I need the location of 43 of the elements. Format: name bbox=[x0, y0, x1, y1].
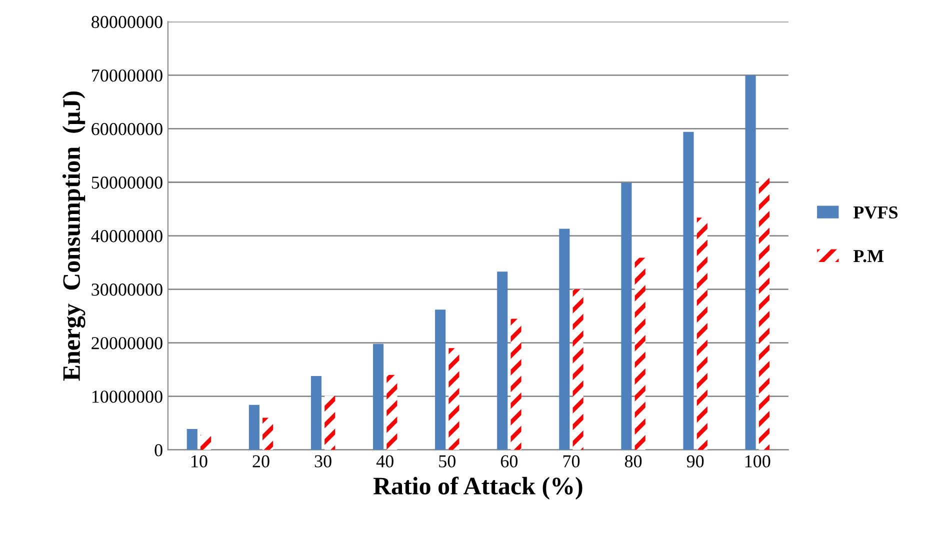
x-tick-label: 20 bbox=[252, 455, 270, 468]
x-tick-label: 40 bbox=[376, 455, 394, 468]
bar bbox=[248, 404, 260, 450]
y-tick-label: 70000000 bbox=[92, 69, 162, 82]
y-tick-label: 30000000 bbox=[92, 284, 162, 296]
bar bbox=[758, 178, 770, 450]
bar bbox=[262, 418, 274, 450]
bar bbox=[435, 310, 446, 450]
bar bbox=[186, 428, 198, 450]
y-tick-label: 60000000 bbox=[92, 122, 162, 136]
legend-label: P.M bbox=[853, 250, 884, 262]
bar bbox=[372, 344, 384, 450]
x-tick-label: 10 bbox=[192, 455, 208, 468]
y-tick-label: 0 bbox=[154, 444, 162, 456]
bar bbox=[683, 132, 694, 450]
x-tick-label: 30 bbox=[314, 455, 332, 468]
x-tick-label: 70 bbox=[563, 455, 580, 468]
bar bbox=[448, 348, 460, 450]
y-tick-label: 80000000 bbox=[92, 16, 162, 28]
bar bbox=[200, 434, 212, 450]
x-tick-label: 100 bbox=[745, 455, 770, 468]
bar bbox=[696, 218, 708, 450]
y-tick-label: 50000000 bbox=[92, 176, 162, 189]
bar bbox=[324, 396, 336, 450]
y-axis-title: Energy Consumption (µJ) bbox=[62, 91, 86, 381]
y-tick-label: 20000000 bbox=[92, 337, 162, 350]
bar bbox=[510, 318, 522, 450]
bar bbox=[621, 182, 632, 450]
bar bbox=[559, 228, 570, 450]
bar bbox=[634, 258, 646, 450]
bar bbox=[386, 374, 398, 450]
x-tick-label: 90 bbox=[686, 455, 704, 468]
bar bbox=[745, 75, 756, 450]
legend-label: PVFS bbox=[853, 206, 898, 219]
x-axis-title: Ratio of Attack (%) bbox=[373, 476, 582, 500]
y-tick-label: 10000000 bbox=[92, 390, 162, 403]
bar bbox=[497, 272, 508, 450]
bar bbox=[310, 376, 322, 450]
x-tick-label: 50 bbox=[439, 455, 456, 468]
x-tick-label: 60 bbox=[500, 455, 518, 468]
x-tick-label: 80 bbox=[624, 455, 642, 468]
bar bbox=[572, 289, 584, 450]
y-tick-label: 40000000 bbox=[91, 230, 162, 242]
